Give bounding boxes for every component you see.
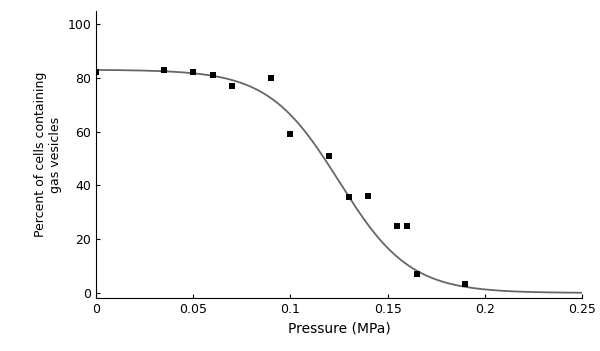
Point — [159, 67, 169, 73]
Point — [344, 195, 353, 200]
Point — [188, 69, 198, 75]
X-axis label: Pressure (MPa): Pressure (MPa) — [287, 322, 391, 336]
Y-axis label: Percent of cells containing
gas vesicles: Percent of cells containing gas vesicles — [34, 72, 62, 237]
Point — [91, 69, 101, 75]
Point — [402, 223, 412, 229]
Point — [392, 223, 402, 229]
Point — [286, 132, 295, 137]
Point — [266, 75, 276, 81]
Point — [364, 193, 373, 199]
Point — [227, 83, 237, 89]
Point — [412, 271, 422, 277]
Point — [208, 72, 217, 78]
Point — [325, 153, 334, 159]
Point — [461, 281, 470, 286]
